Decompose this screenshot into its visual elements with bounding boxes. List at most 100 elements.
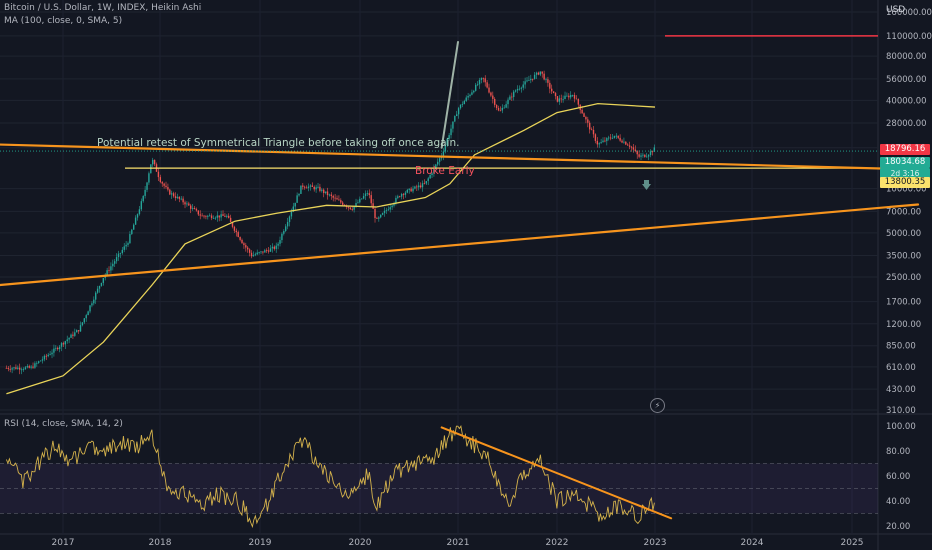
currency-label: USD <box>886 5 906 15</box>
candle-body <box>49 354 51 356</box>
candle-body <box>108 270 110 271</box>
candle-body <box>385 210 388 211</box>
candle-body <box>632 147 635 150</box>
candle-body <box>564 95 566 99</box>
candle-body <box>68 337 70 340</box>
candle-body <box>210 215 213 219</box>
candle-body <box>256 252 258 255</box>
candles <box>5 70 656 375</box>
candle-body <box>195 209 198 211</box>
rsi-trendline <box>440 426 673 520</box>
candle-body <box>258 252 260 253</box>
candle-body <box>121 249 124 253</box>
ma-indicator-label[interactable]: MA (100, close, 0, SMA, 5) <box>4 16 123 26</box>
candle-body <box>110 266 112 271</box>
candle-body <box>547 79 549 83</box>
candle-body <box>216 215 219 218</box>
candle-body <box>342 202 344 205</box>
symbol-title[interactable]: Bitcoin / U.S. Dollar, 1W, INDEX, Heikin… <box>4 3 202 13</box>
bar-countdown: 2d 3:16 <box>880 168 930 179</box>
candle-body <box>503 107 505 109</box>
candle-body <box>288 216 291 223</box>
candle-body <box>245 245 247 248</box>
candle-body <box>630 146 633 148</box>
candle-body <box>429 175 431 179</box>
candle-body <box>499 110 502 112</box>
price-tick-label: 5000.00 <box>886 229 921 239</box>
rsi-tick-label: 20.00 <box>886 522 910 532</box>
candle-body <box>285 226 287 232</box>
candle-body <box>571 95 574 96</box>
candle-body <box>558 98 561 102</box>
rsi-indicator-label[interactable]: RSI (14, close, SMA, 14, 2) <box>4 419 123 429</box>
candle-body <box>532 78 534 80</box>
candle-body <box>486 82 488 88</box>
candle-body <box>95 292 97 300</box>
candle-body <box>431 173 433 176</box>
candle-body <box>334 197 336 199</box>
candle-body <box>383 210 386 214</box>
lightning-icon[interactable]: ⚡︎ <box>650 398 665 413</box>
candle-body <box>165 185 167 188</box>
candle-body <box>214 217 217 219</box>
candle-body <box>646 156 648 158</box>
candle-body <box>372 203 374 209</box>
candle-body <box>570 95 572 98</box>
candle-body <box>269 248 272 252</box>
candle-body <box>497 107 500 111</box>
rsi-tick-label: 100.00 <box>886 422 916 432</box>
candle-body <box>615 135 618 137</box>
time-tick-label: 2021 <box>447 538 470 548</box>
candle-body <box>125 244 127 247</box>
candle-body <box>133 224 135 230</box>
candle-body <box>611 137 614 139</box>
price-tick-label: 10000.00 <box>886 185 927 195</box>
candle-body <box>53 348 55 353</box>
candle-body <box>343 204 346 206</box>
candle-body <box>573 95 576 99</box>
candle-body <box>9 368 11 370</box>
candle-body <box>442 151 445 156</box>
candle-body <box>330 194 333 196</box>
candle-body <box>39 360 42 362</box>
candle-body <box>634 149 637 152</box>
candle-body <box>583 113 585 117</box>
candle-body <box>437 161 439 165</box>
price-tick-label: 310.00 <box>886 406 916 416</box>
candle-body <box>568 95 570 98</box>
candle-body <box>26 366 29 368</box>
triangle-note[interactable]: Potential retest of Symmetrical Triangle… <box>97 137 460 149</box>
candle-body <box>176 196 179 198</box>
broke-early-note[interactable]: Broke Early <box>415 165 475 177</box>
candle-body <box>495 104 498 108</box>
candle-body <box>627 144 629 146</box>
price-tick-label: 28000.00 <box>886 119 927 129</box>
candle-body <box>315 187 317 190</box>
candle-body <box>566 95 568 97</box>
candle-body <box>28 366 30 368</box>
candle-body <box>201 215 203 217</box>
candle-body <box>60 343 63 347</box>
candle-body <box>115 257 118 262</box>
candle-body <box>186 203 188 205</box>
rsi-band <box>0 463 878 514</box>
candle-body <box>300 185 302 194</box>
candle-body <box>203 215 205 217</box>
candle-body <box>408 188 410 190</box>
candle-body <box>172 193 175 197</box>
candle-body <box>233 226 236 231</box>
price-tick-label: 850.00 <box>886 342 916 352</box>
candle-body <box>456 114 458 117</box>
candle-body <box>402 194 405 195</box>
candle-body <box>336 198 338 200</box>
candle-body <box>224 215 226 217</box>
candle-body <box>252 255 255 257</box>
candle-body <box>267 250 270 252</box>
candle-body <box>596 140 599 145</box>
candle-body <box>554 93 557 97</box>
candle-body <box>457 108 460 115</box>
candle-body <box>471 92 473 95</box>
